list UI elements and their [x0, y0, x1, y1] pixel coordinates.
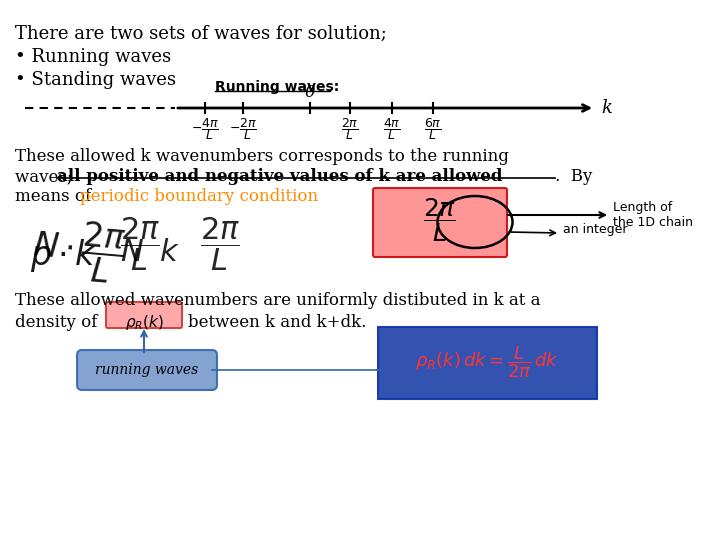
FancyBboxPatch shape — [378, 327, 597, 399]
Text: running waves: running waves — [95, 363, 199, 377]
Text: $\dfrac{4\pi}{L}$: $\dfrac{4\pi}{L}$ — [383, 116, 401, 142]
Text: $N\cdot\dfrac{2\pi}{L}$: $N\cdot\dfrac{2\pi}{L}$ — [30, 215, 127, 287]
Text: $\dfrac{2\pi}{L}$: $\dfrac{2\pi}{L}$ — [341, 116, 359, 142]
Text: $\dfrac{6\pi}{L}$: $\dfrac{6\pi}{L}$ — [424, 116, 442, 142]
Text: k: k — [601, 99, 612, 117]
Text: There are two sets of waves for solution;: There are two sets of waves for solution… — [15, 25, 387, 43]
Text: These allowed wavenumbers are uniformly distibuted in k at a: These allowed wavenumbers are uniformly … — [15, 292, 541, 309]
Text: $\rho_R(k)\,dk = \dfrac{L}{2\pi}\,dk$: $\rho_R(k)\,dk = \dfrac{L}{2\pi}\,dk$ — [415, 344, 559, 380]
Text: Running waves:: Running waves: — [215, 80, 339, 94]
FancyBboxPatch shape — [77, 350, 217, 390]
Text: • Running waves: • Running waves — [15, 48, 171, 66]
Text: • Standing waves: • Standing waves — [15, 71, 176, 89]
Text: waves;: waves; — [15, 168, 78, 185]
Text: $\rho_R(k)$: $\rho_R(k)$ — [125, 313, 163, 332]
Text: periodic boundary condition: periodic boundary condition — [80, 188, 318, 205]
Text: $-\dfrac{4\pi}{L}$: $-\dfrac{4\pi}{L}$ — [191, 116, 219, 142]
Text: means of: means of — [15, 188, 96, 205]
Text: $N \;\; k$: $N \;\; k$ — [120, 237, 180, 268]
FancyBboxPatch shape — [106, 302, 182, 328]
Text: Length of
the 1D chain: Length of the 1D chain — [613, 201, 693, 229]
Text: $\dfrac{2\pi}{L}$: $\dfrac{2\pi}{L}$ — [423, 196, 456, 244]
Text: all positive and negative values of k are allowed: all positive and negative values of k ar… — [57, 168, 503, 185]
FancyBboxPatch shape — [373, 188, 507, 257]
Text: an integer: an integer — [563, 224, 628, 237]
Text: These allowed k wavenumbers corresponds to the running: These allowed k wavenumbers corresponds … — [15, 148, 509, 165]
Text: .  By: . By — [555, 168, 593, 185]
Text: $-\dfrac{2\pi}{L}$: $-\dfrac{2\pi}{L}$ — [229, 116, 257, 142]
Text: 0: 0 — [305, 84, 315, 101]
Text: $p \cdot k$: $p \cdot k$ — [30, 237, 97, 274]
Text: $\dfrac{2\pi}{L}$: $\dfrac{2\pi}{L}$ — [120, 215, 160, 273]
Text: $\dfrac{2\pi}{L}$: $\dfrac{2\pi}{L}$ — [200, 215, 240, 273]
Text: density of: density of — [15, 314, 97, 331]
Text: between k and k+dk.: between k and k+dk. — [188, 314, 366, 331]
